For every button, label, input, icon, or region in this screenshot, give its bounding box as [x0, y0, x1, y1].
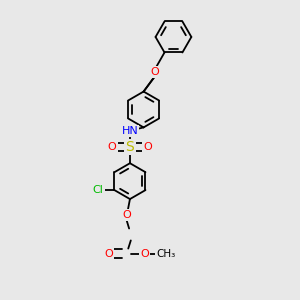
Text: S: S — [126, 140, 134, 154]
Text: O: O — [122, 210, 131, 220]
Text: HN: HN — [122, 126, 138, 136]
Text: O: O — [104, 249, 113, 259]
Text: Cl: Cl — [93, 185, 104, 195]
Text: CH₃: CH₃ — [156, 249, 176, 259]
Text: O: O — [140, 249, 149, 259]
Text: O: O — [151, 68, 160, 77]
Text: O: O — [108, 142, 116, 152]
Text: O: O — [143, 142, 152, 152]
